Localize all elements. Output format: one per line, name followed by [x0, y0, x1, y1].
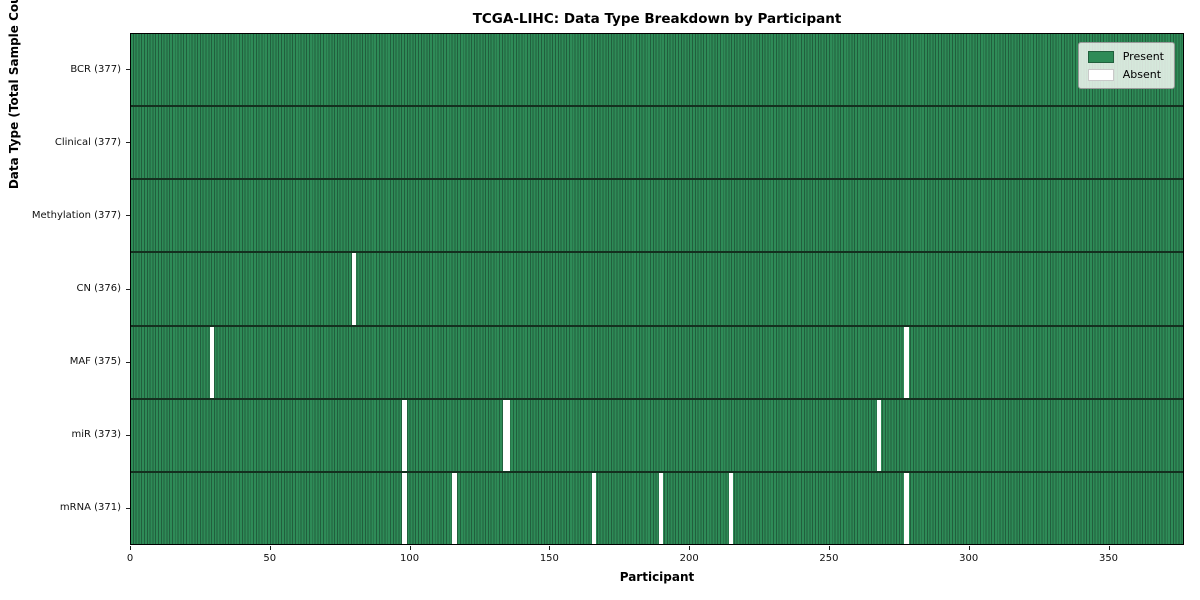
x-tick-label-300: 300 — [959, 553, 979, 564]
legend-item-present: Present — [1087, 50, 1164, 63]
legend-label-present: Present — [1122, 50, 1164, 63]
y-tick-mark — [126, 288, 130, 290]
y-tick-mark — [126, 69, 130, 71]
y-tick-label-Methylation: Methylation (377) — [31, 209, 121, 221]
absent-mark — [505, 399, 510, 471]
x-tick-mark — [828, 546, 830, 550]
heatmap-row-mRNA — [131, 472, 1183, 544]
y-tick-label-BCR: BCR (377) — [70, 63, 121, 75]
x-tick-mark — [130, 546, 131, 550]
y-tick-mark — [126, 215, 130, 217]
x-tick-mark — [269, 546, 271, 550]
y-axis-ticks: BCR (377) Clinical (377) Methylation (377)… — [0, 33, 130, 545]
y-tick-mark — [126, 142, 130, 144]
x-tick-label-0: 0 — [126, 553, 134, 564]
y-tick-mark — [126, 361, 130, 363]
absent-mark — [658, 472, 664, 544]
chart-title: TCGA-LIHC: Data Type Breakdown by Partic… — [472, 11, 842, 27]
absent-mark — [904, 326, 909, 398]
present-swatch-icon — [1087, 50, 1114, 63]
x-tick-label-150: 150 — [539, 553, 559, 564]
x-axis-ticks: 0 50 100 150 200 250 300 350 — [127, 546, 1184, 578]
plot-area: Present Absent — [130, 33, 1184, 545]
y-tick-label-CN: CN (376) — [76, 283, 121, 294]
absent-mark — [728, 472, 734, 544]
x-tick-mark — [409, 546, 411, 550]
x-tick-mark — [968, 546, 970, 550]
absent-mark — [502, 399, 508, 471]
y-tick-label-Clinical: Clinical (377) — [54, 136, 121, 148]
y-tick-label-miR: miR (373) — [71, 429, 121, 441]
absent-mark — [452, 472, 457, 544]
heatmap-row-MAF — [131, 326, 1183, 400]
absent-mark — [209, 326, 215, 398]
x-tick-label-250: 250 — [819, 553, 839, 564]
y-tick-label-MAF: MAF (375) — [69, 356, 121, 368]
x-tick-label-100: 100 — [400, 553, 420, 564]
absent-mark — [351, 253, 357, 325]
absent-mark — [876, 399, 882, 471]
heatmap-row-miR — [131, 399, 1183, 473]
y-tick-mark — [126, 507, 130, 509]
absent-mark — [591, 472, 597, 544]
absent-mark — [402, 472, 407, 544]
x-tick-mark — [549, 546, 551, 550]
legend-item-absent: Absent — [1087, 68, 1164, 81]
absent-mark — [904, 472, 909, 544]
legend-label-absent: Absent — [1122, 68, 1162, 81]
x-tick-mark — [689, 546, 691, 550]
x-axis-label: Participant — [619, 570, 695, 584]
heatmap-row-CN — [131, 253, 1183, 327]
absent-mark — [402, 399, 407, 471]
x-tick-mark — [1108, 546, 1110, 550]
y-tick-mark — [126, 434, 130, 436]
x-tick-label-50: 50 — [263, 553, 277, 564]
x-tick-label-200: 200 — [679, 553, 699, 564]
legend: Present Absent — [1077, 42, 1175, 89]
y-tick-label-mRNA: mRNA (371) — [59, 502, 121, 514]
heatmap-row-BCR — [131, 34, 1183, 108]
x-tick-label-350: 350 — [1098, 553, 1119, 564]
heatmap-row-Clinical — [131, 107, 1183, 181]
heatmap-row-Methylation — [131, 180, 1183, 254]
absent-swatch-icon — [1087, 68, 1114, 81]
